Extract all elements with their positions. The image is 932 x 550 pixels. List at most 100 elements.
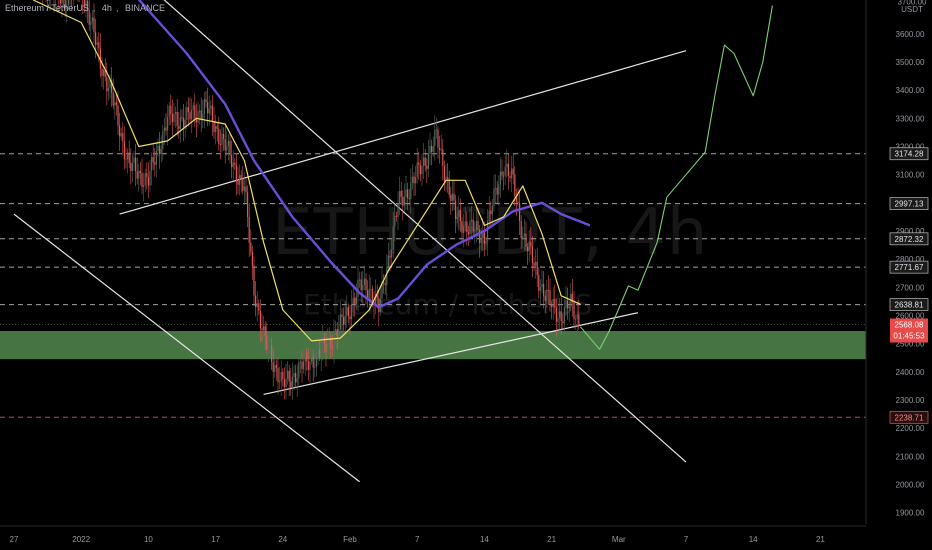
candle-body (304, 351, 306, 362)
header-interval: 4h (101, 3, 112, 13)
x-tick-label: 14 (749, 535, 758, 544)
candle-body (205, 99, 207, 102)
candle-body (341, 314, 343, 317)
candle-body (407, 189, 409, 199)
candle-body (112, 92, 114, 106)
candle-body (386, 268, 388, 286)
candle-body (189, 112, 191, 120)
candle-body (223, 134, 225, 139)
candle-body (571, 293, 573, 303)
candle-body (355, 296, 357, 305)
candle-body (213, 121, 215, 133)
candle-body (498, 184, 500, 195)
price-level-badge (889, 298, 929, 311)
candle-body (327, 343, 329, 353)
candle-body (171, 114, 173, 122)
y-tick-label: 3200.00 (896, 142, 925, 151)
candle-body (256, 303, 258, 308)
current-price-badge (890, 318, 928, 343)
y-tick-label: 2600.00 (896, 312, 925, 321)
candle-body (322, 337, 324, 350)
candle-body (170, 105, 172, 115)
candle-body (208, 108, 210, 114)
candle-body (98, 42, 100, 48)
candle-body (482, 232, 484, 239)
candle-body (459, 209, 461, 221)
candle-body (280, 371, 282, 382)
candle-body (93, 17, 95, 33)
candle-body (87, 0, 89, 11)
candle-body (271, 345, 273, 363)
candle-body (307, 361, 309, 370)
candle-body (231, 155, 233, 168)
price-level-label: 3174.28 (895, 150, 924, 159)
candle-body (320, 349, 322, 358)
candle-body (138, 170, 140, 179)
sma-fast-line (32, 0, 581, 342)
candle-body (243, 186, 245, 191)
candle-body (221, 134, 223, 145)
candle-body (96, 42, 98, 45)
candle-body (136, 171, 138, 179)
candle-body (511, 168, 513, 179)
projection-line (579, 5, 773, 350)
candle-body (439, 147, 441, 150)
candle-body (429, 145, 431, 154)
candle-body (336, 329, 338, 337)
candle-body (530, 241, 532, 247)
candle-body (157, 145, 159, 151)
candle-body (351, 304, 353, 320)
candle-body (224, 138, 226, 151)
candle-body (395, 215, 397, 217)
candle-body (344, 315, 346, 325)
candle-body (434, 129, 436, 147)
candle-body (331, 347, 333, 349)
candle-body (234, 162, 236, 165)
candle-body (111, 80, 113, 93)
candle-body (547, 289, 549, 291)
candle-body (146, 173, 148, 177)
price-level-badge (889, 410, 929, 424)
candle-body (306, 351, 308, 362)
candle-body (555, 307, 557, 322)
candle-body (253, 265, 255, 296)
candle-body (293, 373, 295, 377)
candle-body (525, 233, 527, 247)
candle-body (264, 326, 266, 336)
candle-body (536, 261, 538, 276)
candle-body (186, 107, 188, 120)
candle-body (288, 370, 290, 382)
candle-body (339, 314, 341, 329)
candle-body (125, 158, 127, 160)
candle-body (383, 281, 385, 284)
candle-body (485, 241, 487, 244)
candle-body (139, 170, 141, 174)
candle-body (493, 188, 495, 206)
candle-body (495, 187, 497, 189)
candle-body (365, 278, 367, 291)
trendline-descending-upper (163, 0, 687, 463)
x-tick-label: 17 (211, 535, 220, 544)
candle-body (95, 32, 97, 45)
y-tick-label: 2000.00 (896, 481, 925, 490)
candle-body (456, 216, 458, 219)
candle-body (477, 221, 479, 230)
candle-body (272, 362, 274, 372)
y-axis-unit: USDT (901, 5, 923, 14)
y-tick-label: 2700.00 (896, 283, 925, 292)
candle-body (367, 290, 369, 299)
candle-body (215, 126, 217, 133)
candle-body (83, 0, 85, 6)
y-tick-label: 2100.00 (896, 452, 925, 461)
x-tick-label: 14 (480, 535, 489, 544)
candle-body (263, 326, 265, 331)
y-tick-label: 2300.00 (896, 396, 925, 405)
candle-body (91, 17, 93, 22)
candle-body (360, 279, 362, 291)
candle-body (242, 178, 244, 191)
candle-body (277, 367, 279, 382)
candle-body (461, 220, 463, 233)
candle-body (298, 362, 300, 379)
y-tick-label: 3600.00 (896, 30, 925, 39)
